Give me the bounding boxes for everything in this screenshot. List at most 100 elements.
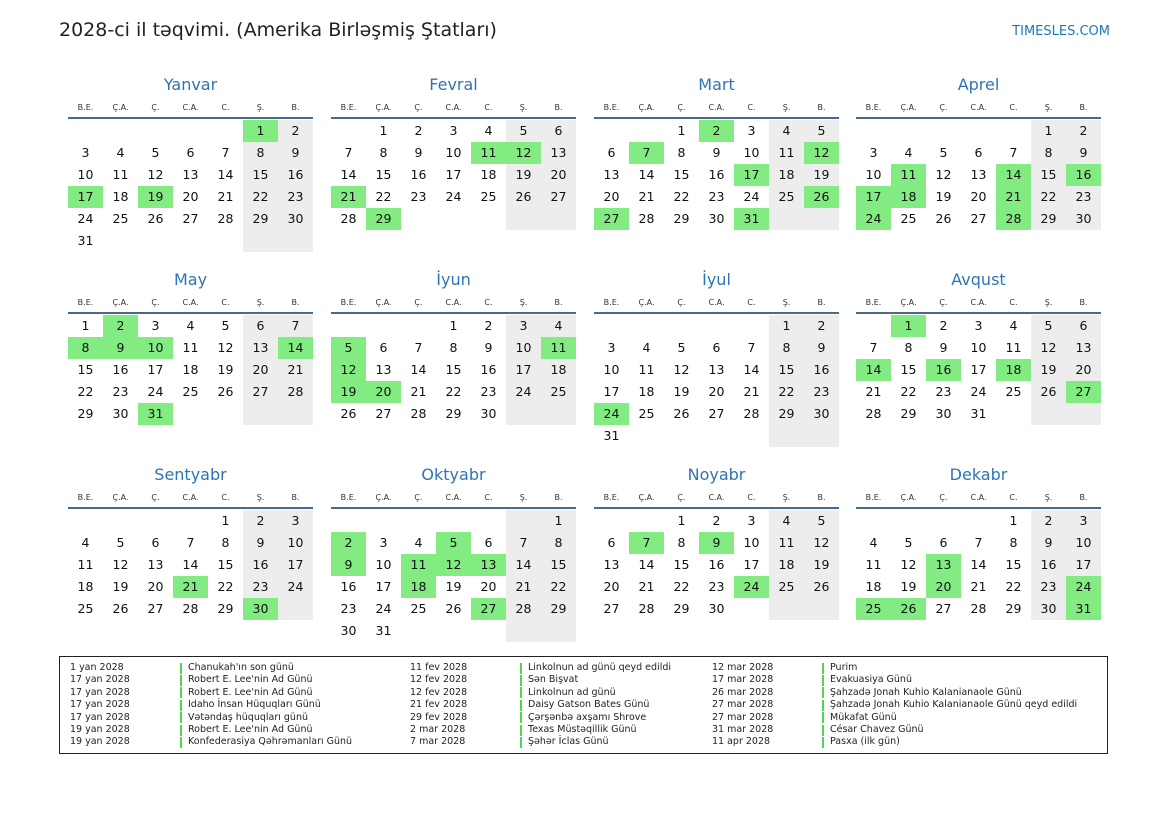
day-cell: 19 <box>673 384 690 399</box>
month-block: Noyabr B.E. Ç.A. Ç. C.A. C. Ş. B. 1 2 3 4 5 6 7 8 9 10 11 1… <box>594 464 839 620</box>
day-cell: 8 <box>379 145 388 160</box>
day-cell: 16 <box>278 164 313 186</box>
days-grid: 1 2 3 4 5 6 7 8 9 10 11 12 13 14 15 16 17 18 19 20 21 22 23 24 2… <box>594 510 839 620</box>
holiday-day: 5 <box>331 337 366 359</box>
day-cell: 2 <box>712 513 721 528</box>
month-name: Sentyabr <box>154 465 227 484</box>
day-cell: 25 <box>77 601 94 616</box>
holiday-name: Robert E. Lee'nin Ad Günü <box>188 686 313 698</box>
holiday-name: Çərşənbə axşamı Shrove <box>528 711 647 723</box>
day-cell: 16 <box>243 554 278 576</box>
holiday-entry: 27 mar 2028 Şahzadə Jonah Kuhio Kalaniana… <box>712 699 1077 711</box>
empty-day <box>208 120 243 142</box>
holiday-day: 1 <box>243 120 278 142</box>
day-cell: 20 <box>603 189 620 204</box>
day-cell: 15 <box>243 164 278 186</box>
day-cell: 26 <box>340 406 357 421</box>
day-cell: 23 <box>935 384 952 399</box>
holiday-date: 17 yan 2028 <box>70 711 130 723</box>
holiday-marker <box>520 724 522 736</box>
weekday-label: C.A. <box>970 493 987 502</box>
day-cell: 4 <box>769 120 804 142</box>
day-cell: 22 <box>375 189 392 204</box>
weekday-label: Ç. <box>677 493 686 502</box>
holiday-marker <box>180 712 182 724</box>
day-cell: 30 <box>278 208 313 230</box>
empty-day <box>331 510 366 532</box>
day-cell: 4 <box>642 340 651 355</box>
holiday-day: 10 <box>138 337 173 359</box>
empty-day <box>173 230 208 252</box>
weekday-label: C. <box>747 103 756 112</box>
month-block: Fevral B.E. Ç.A. Ç. C.A. C. Ş. B. 1 2 3 4 5 6 7 8 9 10 11 1… <box>331 74 576 230</box>
month-name: İyul <box>702 270 731 289</box>
day-cell: 5 <box>221 318 230 333</box>
holiday-entry: 17 yan 2028 Robert E. Lee'nin Ad Günü <box>70 687 352 699</box>
weekday-label: C.A. <box>182 298 199 307</box>
day-cell: 29 <box>77 406 94 421</box>
holiday-day: 21 <box>331 186 366 208</box>
day-cell: 12 <box>112 557 129 572</box>
holiday-marker <box>822 737 824 749</box>
day-cell: 6 <box>712 340 721 355</box>
holiday-date: 31 mar 2028 <box>712 723 774 735</box>
holiday-entry: 12 mar 2028 Purim <box>712 662 1077 674</box>
day-cell: 8 <box>449 340 458 355</box>
weekday-label: B.E. <box>603 493 620 502</box>
weekday-label: C. <box>221 103 230 112</box>
day-cell: 29 <box>900 406 917 421</box>
holiday-day: 28 <box>996 208 1031 230</box>
empty-day <box>961 510 996 532</box>
empty-day <box>173 403 208 425</box>
day-cell: 30 <box>708 211 725 226</box>
day-cell: 14 <box>970 557 987 572</box>
day-cell: 7 <box>186 535 195 550</box>
holiday-day: 24 <box>856 208 891 230</box>
empty-day <box>664 315 699 337</box>
day-cell: 19 <box>935 189 952 204</box>
day-cell: 4 <box>869 535 878 550</box>
day-cell: 16 <box>708 167 725 182</box>
month-name: Fevral <box>429 75 478 94</box>
day-cell: 7 <box>1009 145 1018 160</box>
day-cell: 14 <box>506 554 541 576</box>
day-cell: 16 <box>1031 554 1066 576</box>
day-cell: 6 <box>243 315 278 337</box>
holiday-day: 12 <box>804 142 839 164</box>
day-cell: 17 <box>970 362 987 377</box>
empty-day <box>891 510 926 532</box>
day-cell: 18 <box>480 167 497 182</box>
day-cell: 18 <box>182 362 199 377</box>
day-cell: 25 <box>480 189 497 204</box>
site-link[interactable]: TIMESLES.COM <box>1012 24 1110 39</box>
day-cell: 28 <box>743 406 760 421</box>
day-cell: 27 <box>970 211 987 226</box>
holiday-day: 13 <box>471 554 506 576</box>
weekday-label: B.E. <box>77 493 94 502</box>
day-cell: 3 <box>607 340 616 355</box>
day-cell: 31 <box>970 406 987 421</box>
day-cell: 25 <box>638 406 655 421</box>
weekday-header: B.E. Ç.A. Ç. C.A. C. Ş. B. <box>594 490 839 506</box>
empty-day <box>926 120 961 142</box>
holiday-marker <box>180 724 182 736</box>
day-cell: 4 <box>81 535 90 550</box>
day-cell: 23 <box>1031 576 1066 598</box>
header-divider <box>594 312 839 314</box>
day-cell: 19 <box>506 164 541 186</box>
holiday-day: 17 <box>734 164 769 186</box>
day-cell: 11 <box>638 362 655 377</box>
day-cell: 8 <box>221 535 230 550</box>
weekday-header: B.E. Ç.A. Ç. C.A. C. Ş. B. <box>68 490 313 506</box>
day-cell: 25 <box>1005 384 1022 399</box>
empty-day <box>208 403 243 425</box>
page-title: 2028-ci il təqvimi. (Amerika Birləşmiş Ş… <box>59 19 497 41</box>
day-cell: 3 <box>974 318 983 333</box>
day-cell: 26 <box>445 601 462 616</box>
empty-day <box>629 120 664 142</box>
day-cell: 4 <box>1009 318 1018 333</box>
day-cell: 28 <box>340 211 357 226</box>
holiday-date: 12 fev 2028 <box>410 686 468 698</box>
empty-day <box>769 208 804 230</box>
weekday-label: Ş. <box>519 493 528 502</box>
